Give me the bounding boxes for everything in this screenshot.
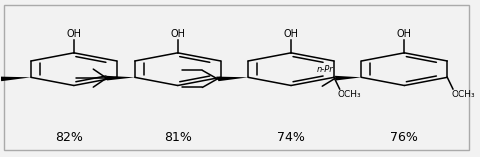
Text: OH: OH	[170, 29, 185, 38]
Polygon shape	[216, 77, 248, 81]
Polygon shape	[0, 77, 31, 81]
Text: OH: OH	[397, 29, 412, 38]
Text: OCH₃: OCH₃	[338, 90, 361, 99]
Text: n-Pr: n-Pr	[316, 65, 333, 74]
Text: OH: OH	[284, 29, 299, 38]
Polygon shape	[106, 76, 135, 80]
Text: 76%: 76%	[390, 131, 418, 144]
Text: OH: OH	[66, 29, 82, 38]
Polygon shape	[335, 76, 361, 80]
Text: OCH₃: OCH₃	[451, 90, 475, 99]
FancyBboxPatch shape	[4, 5, 469, 150]
Text: 81%: 81%	[164, 131, 192, 144]
Text: 74%: 74%	[277, 131, 305, 144]
Text: 82%: 82%	[55, 131, 83, 144]
